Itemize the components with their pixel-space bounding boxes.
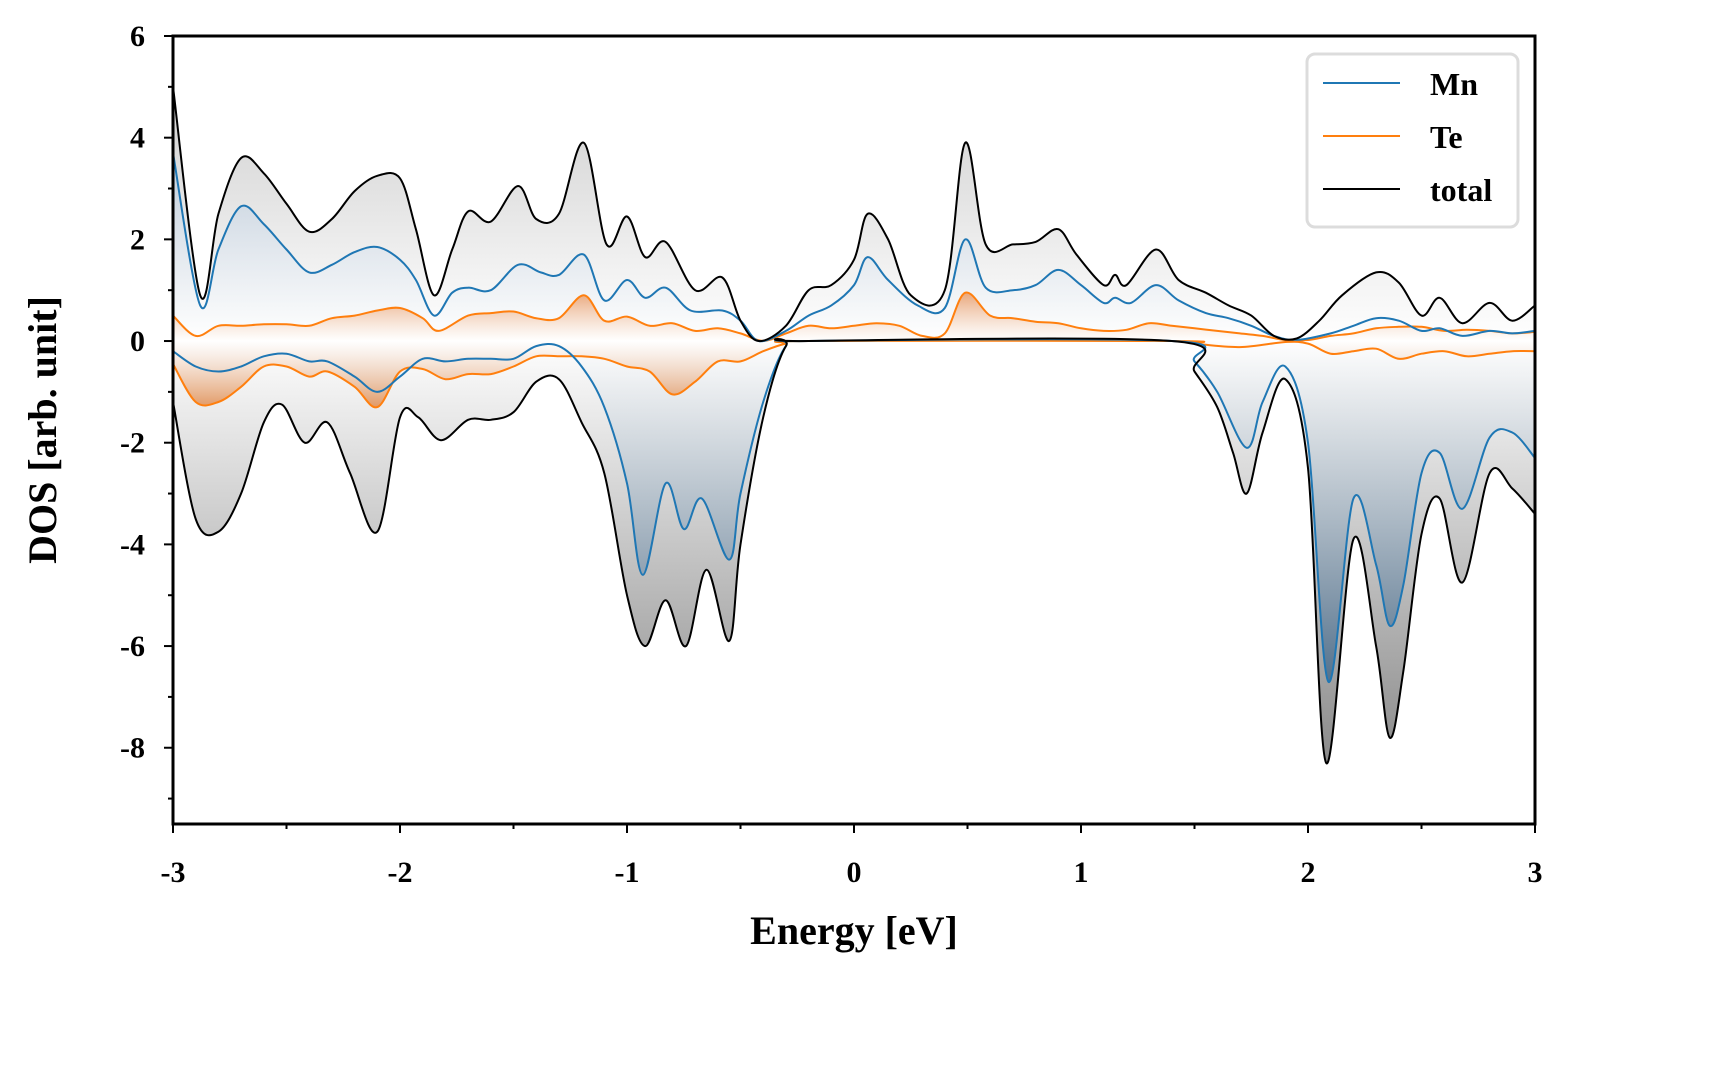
y-axis-label: DOS [arb. unit] [20,296,65,564]
y-tick-label: -2 [120,427,145,460]
line-te-down [173,339,1535,409]
line-total-up [173,86,1535,343]
x-tick-label: 2 [1301,856,1316,889]
fill-mn-up [173,152,1535,342]
y-tick-label: -6 [120,630,145,663]
line-mn-down [173,338,1535,683]
legend-box [1305,52,1520,229]
legend-label-total: total [1430,172,1492,208]
legend: Mn Te total [1305,52,1520,229]
y-tick-label: 4 [130,122,145,155]
x-tick-label: -1 [615,856,640,889]
x-tick-label: -3 [161,856,186,889]
x-axis-label: Energy [eV] [750,908,958,953]
y-tick-label: 6 [130,20,145,53]
y-tick-label: 2 [130,223,145,256]
y-tick-label: -4 [120,528,145,561]
x-tick-label: 3 [1528,856,1543,889]
x-tick-label: 0 [847,856,862,889]
legend-label-mn: Mn [1430,66,1478,102]
fill-mn-down [173,339,1535,683]
line-total-down [173,337,1535,765]
y-tick-label: -8 [120,732,145,765]
line-te-up [173,291,1535,343]
x-tick-label: 1 [1074,856,1089,889]
fill-te-down [173,340,1535,408]
x-tick-label: -2 [388,856,413,889]
legend-label-te: Te [1430,119,1463,155]
y-tick-label: 0 [130,325,145,358]
